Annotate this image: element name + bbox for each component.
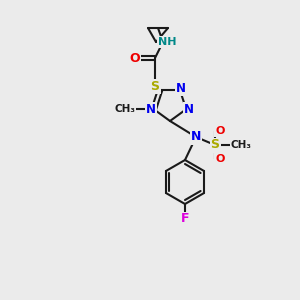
Text: CH₃: CH₃ xyxy=(230,140,251,150)
Text: N: N xyxy=(176,82,186,95)
Text: S: S xyxy=(151,80,160,92)
Text: O: O xyxy=(215,126,225,136)
Text: NH: NH xyxy=(158,37,176,47)
Text: N: N xyxy=(191,130,201,143)
Text: S: S xyxy=(211,139,220,152)
Text: F: F xyxy=(181,212,189,226)
Text: CH₃: CH₃ xyxy=(114,104,135,114)
Text: O: O xyxy=(130,52,140,64)
Text: N: N xyxy=(146,103,156,116)
Text: N: N xyxy=(184,103,194,116)
Text: O: O xyxy=(215,154,225,164)
